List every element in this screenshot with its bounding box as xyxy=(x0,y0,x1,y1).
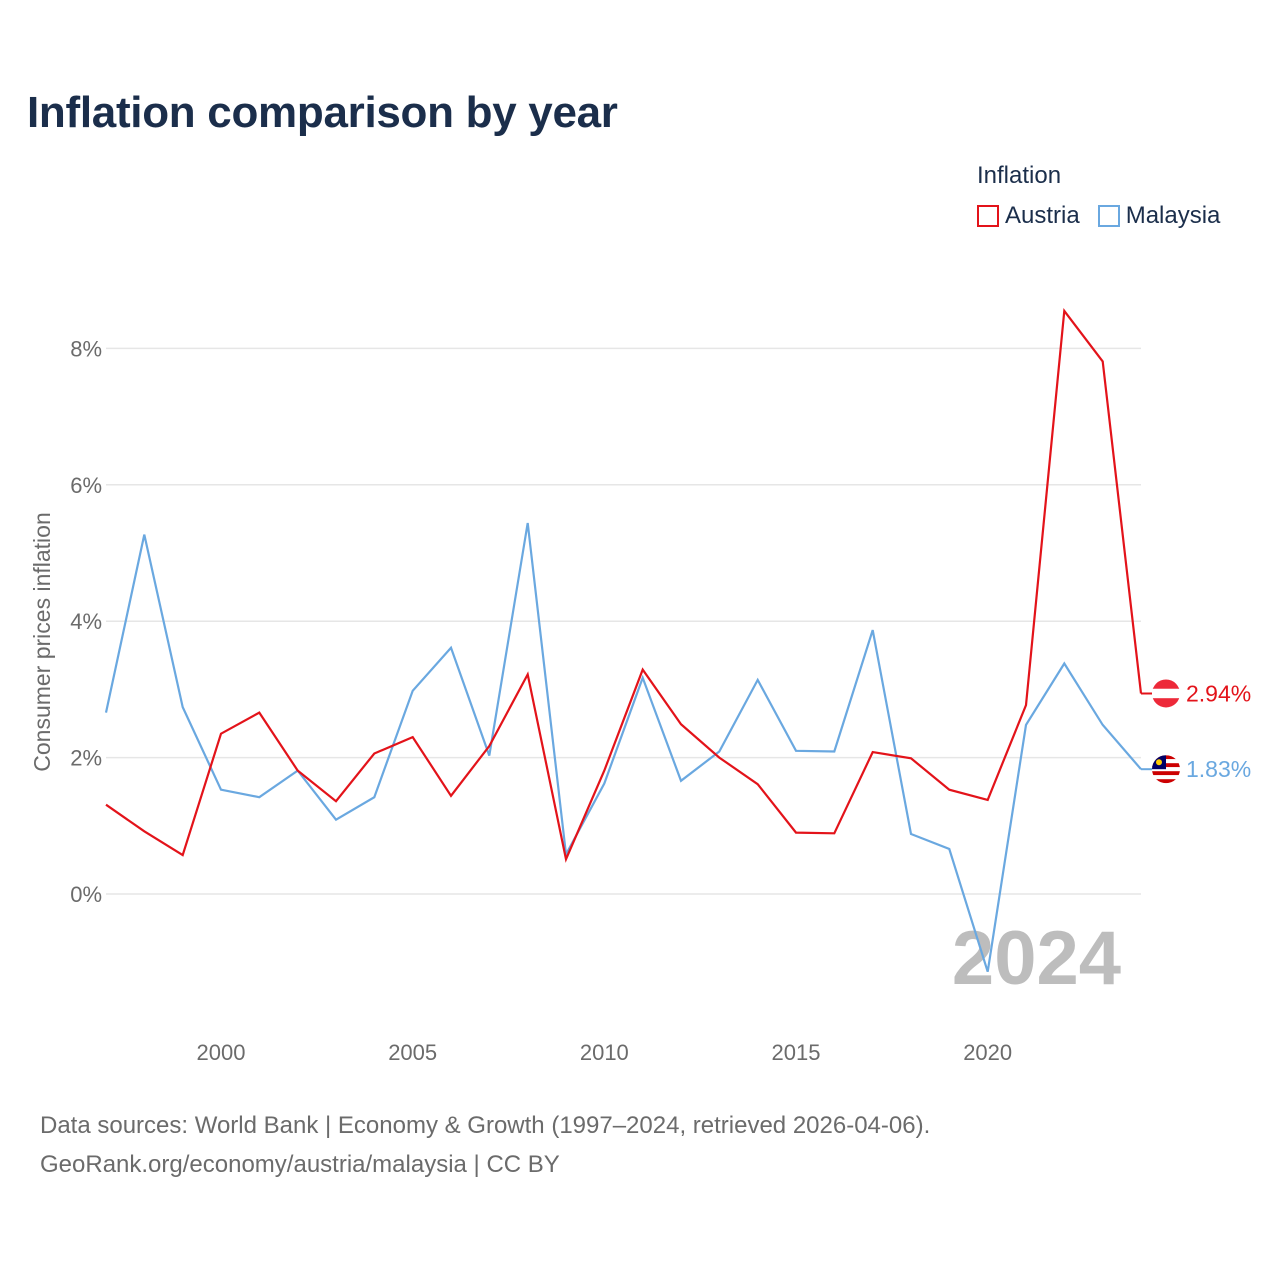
source-url: GeoRank.org/economy/austria/malaysia | C… xyxy=(40,1151,560,1178)
x-tick-label: 2000 xyxy=(197,1040,246,1065)
series-line-austria xyxy=(105,307,1143,863)
austria-flag-icon xyxy=(1152,679,1180,708)
legend-label-austria: Austria xyxy=(1005,202,1080,229)
legend-label-malaysia: Malaysia xyxy=(1125,202,1221,229)
chart-title: Inflation comparison by year xyxy=(27,88,618,137)
series-line-malaysia xyxy=(104,522,1142,973)
x-tick-label: 2010 xyxy=(580,1040,629,1065)
line-chart: 0% 2% 4% 6% 8% 2000 2005 2010 2015 2020 Consumer p… xyxy=(29,307,1251,1065)
malaysia-flag-icon xyxy=(1152,755,1180,784)
y-tick-label: 8% xyxy=(70,336,102,361)
y-tick-label: 2% xyxy=(70,746,102,771)
y-tick-label: 6% xyxy=(70,473,102,498)
legend-swatch-malaysia xyxy=(1097,205,1120,227)
end-label-austria: 2.94% xyxy=(1186,680,1251,706)
legend-swatch-austria xyxy=(977,205,999,227)
legend-item-malaysia[interactable]: Malaysia xyxy=(1097,202,1221,230)
legend: Inflation Austria Malaysia xyxy=(977,162,1220,230)
x-tick-label: 2005 xyxy=(388,1040,437,1065)
source-note: Data sources: World Bank | Economy & Gro… xyxy=(40,1112,931,1139)
y-tick-label: 0% xyxy=(70,882,102,907)
y-axis-label: Consumer prices inflation xyxy=(29,512,55,772)
x-tick-label: 2015 xyxy=(772,1040,821,1065)
x-tick-label: 2020 xyxy=(963,1040,1012,1065)
year-annotation: 2024 xyxy=(952,916,1121,1001)
end-label-malaysia: 1.83% xyxy=(1186,756,1251,782)
legend-item-austria[interactable]: Austria xyxy=(977,202,1080,230)
footer: Data sources: World Bank | Economy & Gro… xyxy=(40,1106,930,1184)
legend-title: Inflation xyxy=(977,162,1062,189)
y-tick-label: 4% xyxy=(70,609,102,634)
